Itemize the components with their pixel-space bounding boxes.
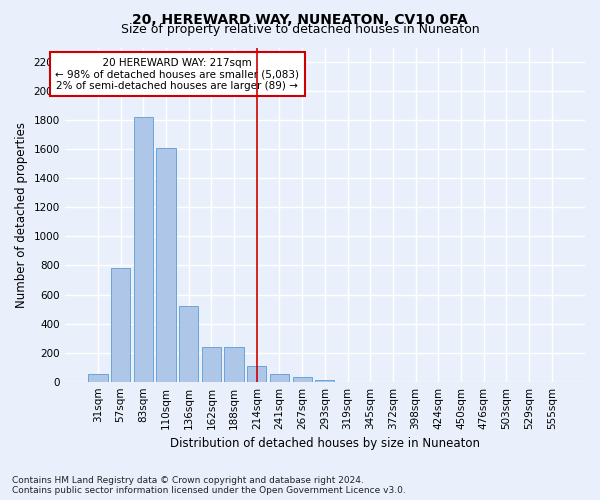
Bar	[179, 306, 199, 382]
Bar	[247, 366, 266, 382]
Text: 20 HEREWARD WAY: 217sqm  
← 98% of detached houses are smaller (5,083)
2% of sem: 20 HEREWARD WAY: 217sqm ← 98% of detache…	[55, 58, 299, 90]
Text: Contains HM Land Registry data © Crown copyright and database right 2024.
Contai: Contains HM Land Registry data © Crown c…	[12, 476, 406, 495]
Bar	[134, 117, 153, 382]
Y-axis label: Number of detached properties: Number of detached properties	[15, 122, 28, 308]
Bar	[88, 374, 107, 382]
Bar	[157, 148, 176, 382]
Bar	[224, 347, 244, 382]
Text: Size of property relative to detached houses in Nuneaton: Size of property relative to detached ho…	[121, 22, 479, 36]
X-axis label: Distribution of detached houses by size in Nuneaton: Distribution of detached houses by size …	[170, 437, 480, 450]
Bar	[315, 380, 334, 382]
Bar	[270, 374, 289, 382]
Bar	[202, 347, 221, 382]
Bar	[293, 378, 312, 382]
Text: 20, HEREWARD WAY, NUNEATON, CV10 0FA: 20, HEREWARD WAY, NUNEATON, CV10 0FA	[132, 12, 468, 26]
Bar	[111, 268, 130, 382]
